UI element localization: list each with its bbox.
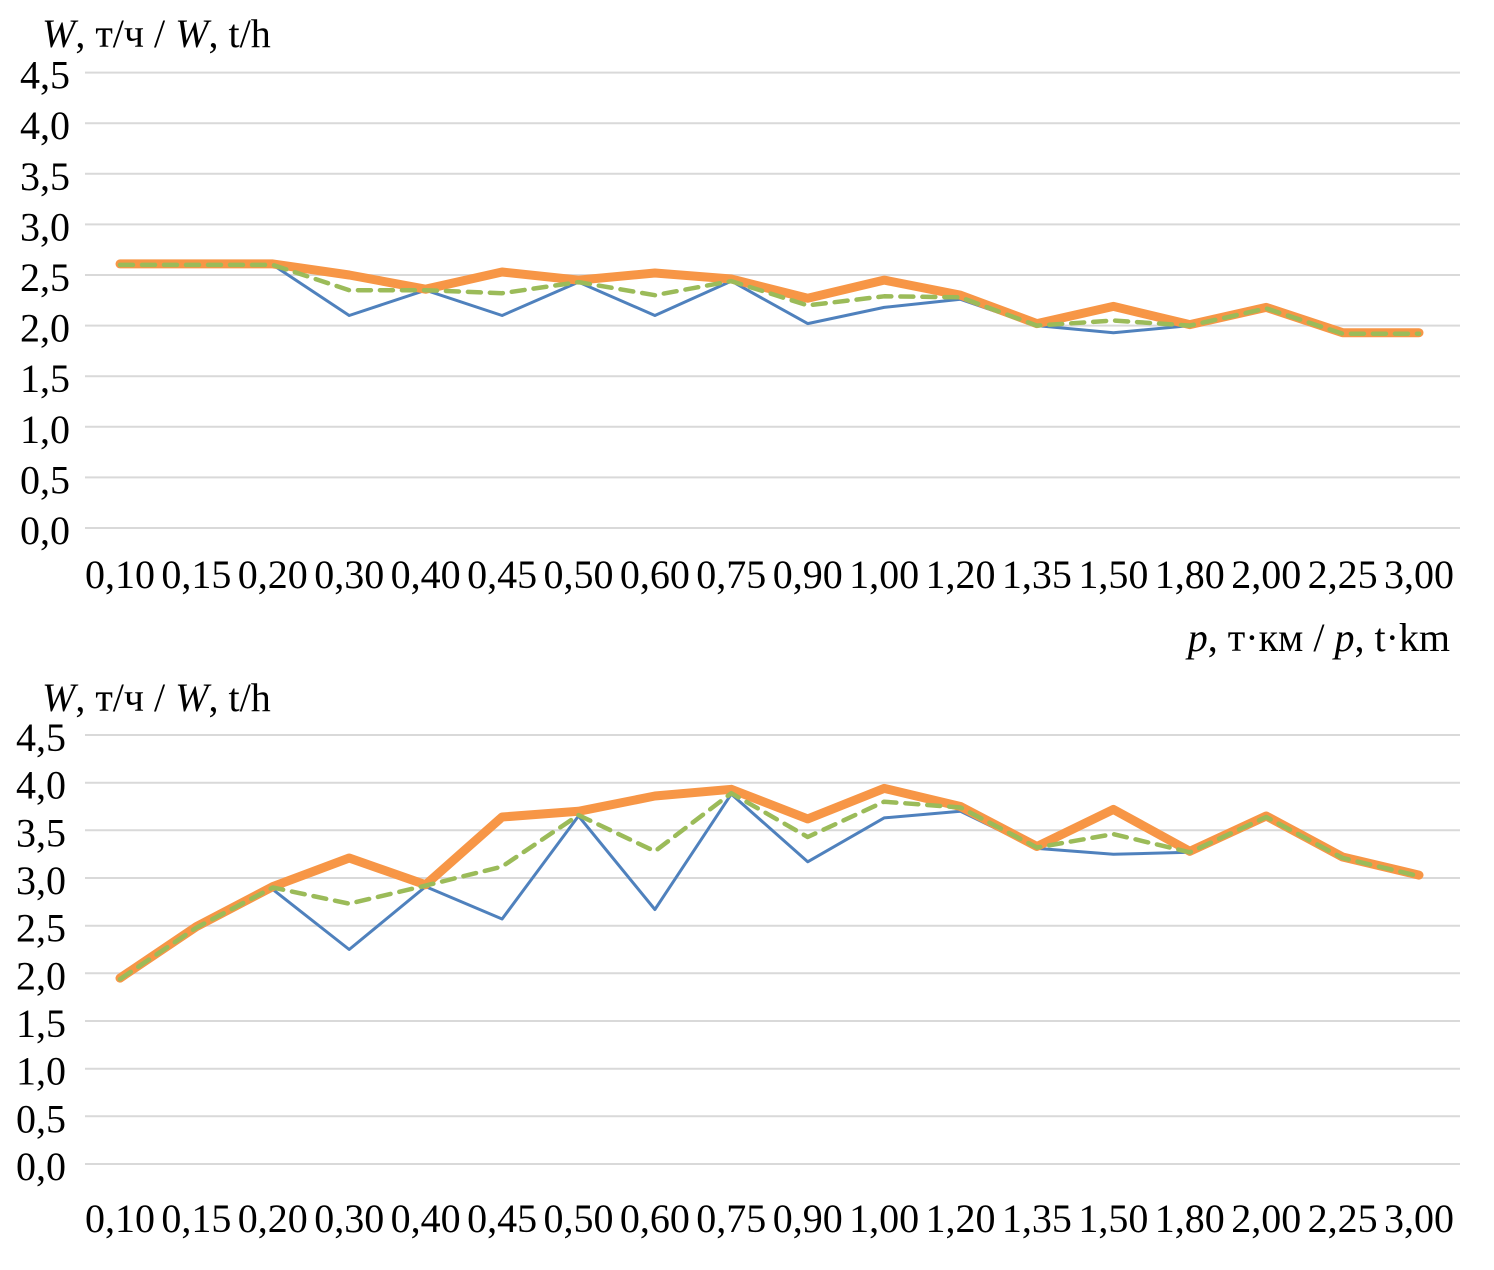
y-tick-label: 2,0 [16, 953, 66, 998]
y-tick-label: 4,5 [20, 53, 70, 98]
x-tick-label: 0,75 [696, 552, 766, 597]
series-line-dashed-green [117, 262, 1422, 336]
y-title-units-en: , t/h [208, 675, 271, 720]
y-tick-label: 0,0 [20, 508, 70, 553]
y-tick-label: 4,0 [20, 103, 70, 148]
x-tick-label: 1,00 [849, 1196, 919, 1241]
series-line-dashed-green [117, 790, 1422, 982]
x-tick-label: 3,00 [1384, 1196, 1454, 1241]
y-tick-label: 1,5 [16, 1001, 66, 1046]
x-tick-label: 1,80 [1155, 552, 1225, 597]
x-tick-label: 1,00 [849, 552, 919, 597]
x-title-units-ru: , т·км / [1207, 615, 1335, 660]
x-tick-label: 0,90 [773, 552, 843, 597]
x-title-symbol-en: p [1334, 615, 1355, 660]
top-chart-x-axis-title: p, т·км / p, t·km [1050, 616, 1450, 660]
x-tick-label: 0,40 [391, 552, 461, 597]
x-tick-label: 2,25 [1308, 552, 1378, 597]
y-title-units-ru: , т/ч / [75, 11, 176, 56]
y-tick-label: 2,0 [20, 306, 70, 351]
y-tick-label: 3,0 [20, 204, 70, 249]
x-tick-label: 1,20 [926, 1196, 996, 1241]
x-tick-label: 0,60 [620, 1196, 690, 1241]
x-tick-label: 0,75 [696, 1196, 766, 1241]
x-tick-label: 1,50 [1078, 1196, 1148, 1241]
x-tick-label: 3,00 [1384, 552, 1454, 597]
bottom-line-chart: 4,54,03,53,02,52,01,51,00,50,00,10 0,15 0,… [16, 715, 1460, 1241]
x-tick-label: 0,15 [161, 1196, 231, 1241]
y-title-symbol-en: W [175, 675, 209, 720]
x-tick-label: 2,25 [1308, 1196, 1378, 1241]
x-tick-label: 0,20 [238, 1196, 308, 1241]
top-chart-y-axis-title: W, т/ч / W, t/h [42, 12, 271, 56]
y-tick-label: 2,5 [16, 906, 66, 951]
y-tick-label: 1,5 [20, 356, 70, 401]
y-tick-label: 3,5 [20, 154, 70, 199]
y-title-units-ru: , т/ч / [75, 675, 176, 720]
x-title-symbol: p [1187, 615, 1208, 660]
y-tick-label: 3,0 [16, 858, 66, 903]
x-tick-label: 0,50 [544, 1196, 614, 1241]
x-tick-label: 1,50 [1078, 552, 1148, 597]
top-line-chart: 4,54,03,53,02,52,01,51,00,50,00,10 0,15 0,… [20, 53, 1460, 597]
y-tick-label: 1,0 [16, 1049, 66, 1094]
y-tick-label: 4,5 [16, 715, 66, 760]
y-title-symbol: W [42, 675, 76, 720]
x-tick-label: 0,60 [620, 552, 690, 597]
x-tick-label: 0,90 [773, 1196, 843, 1241]
x-tick-label: 0,30 [314, 552, 384, 597]
x-tick-label: 0,40 [391, 1196, 461, 1241]
y-tick-label: 0,5 [16, 1096, 66, 1141]
x-tick-label: 0,10 [85, 1196, 155, 1241]
y-tick-label: 0,0 [16, 1144, 66, 1189]
y-tick-label: 2,5 [20, 255, 70, 300]
x-tick-label: 0,15 [161, 552, 231, 597]
x-tick-label: 0,45 [467, 1196, 537, 1241]
y-tick-label: 3,5 [16, 810, 66, 855]
x-tick-label: 0,50 [544, 552, 614, 597]
x-tick-label: 0,10 [85, 552, 155, 597]
series-line-thin-solid-blue [118, 792, 1421, 981]
x-tick-label: 0,20 [238, 552, 308, 597]
x-tick-label: 1,35 [1002, 552, 1072, 597]
bottom-chart-y-axis-title: W, т/ч / W, t/h [42, 676, 271, 720]
x-tick-label: 0,45 [467, 552, 537, 597]
y-tick-label: 0,5 [20, 457, 70, 502]
x-tick-label: 2,00 [1231, 1196, 1301, 1241]
y-title-symbol-en: W [175, 11, 209, 56]
x-title-units-en: , t·km [1354, 615, 1450, 660]
x-tick-label: 0,30 [314, 1196, 384, 1241]
y-title-units-en: , t/h [208, 11, 271, 56]
y-tick-label: 1,0 [20, 407, 70, 452]
x-tick-label: 1,20 [926, 552, 996, 597]
y-title-symbol: W [42, 11, 76, 56]
x-tick-label: 1,80 [1155, 1196, 1225, 1241]
y-tick-label: 4,0 [16, 763, 66, 808]
x-tick-label: 2,00 [1231, 552, 1301, 597]
x-tick-label: 1,35 [1002, 1196, 1072, 1241]
